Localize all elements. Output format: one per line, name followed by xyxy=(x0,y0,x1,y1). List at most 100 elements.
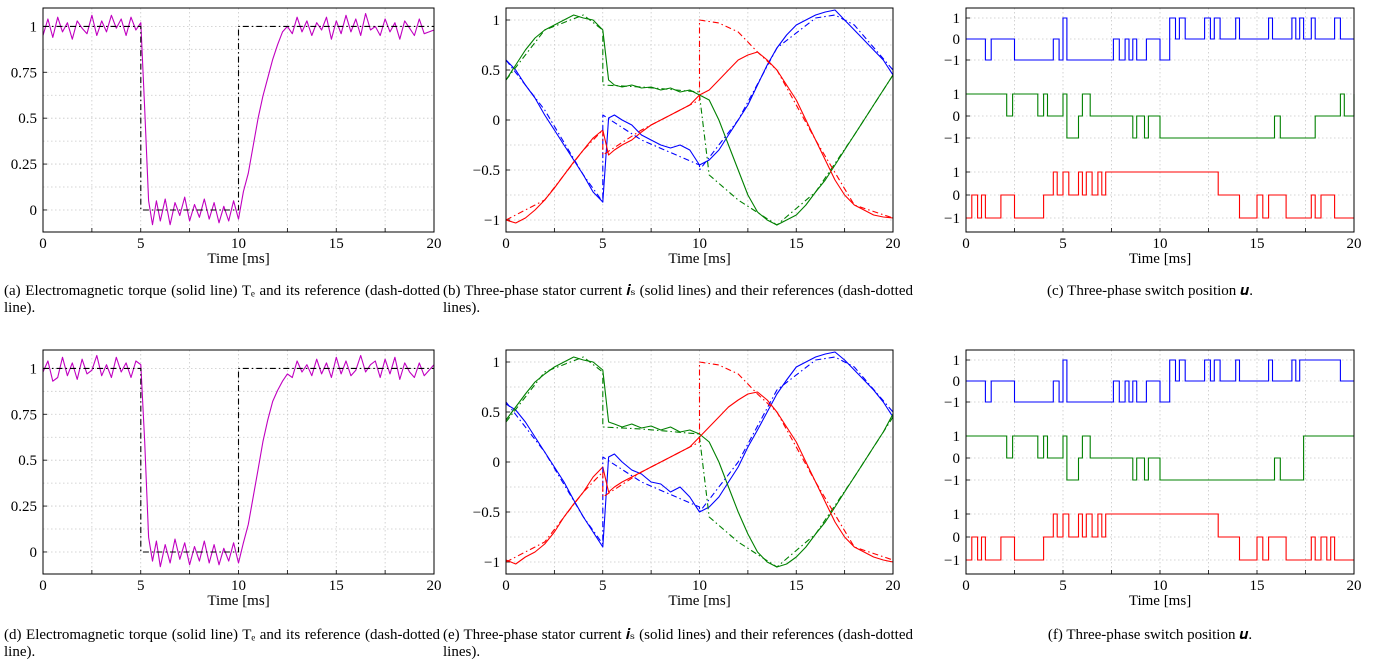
x-tick-label: 10 xyxy=(692,578,707,594)
y-tick-label: 0 xyxy=(953,451,961,467)
switch-series xyxy=(966,93,1355,139)
caption-a-label: (a) xyxy=(4,283,21,299)
y-tick-label: 1 xyxy=(953,165,961,181)
series-line xyxy=(505,51,894,224)
caption-e: (e) Three-phase stator current 𝒊ₛ (solid… xyxy=(443,627,913,661)
y-tick-label: 1 xyxy=(953,87,961,103)
x-tick-label: 0 xyxy=(502,236,510,252)
y-tick-label: 1 xyxy=(493,13,501,29)
reference-line xyxy=(505,19,894,221)
y-tick-label: 1 xyxy=(30,361,38,377)
y-tick-label: −0.5 xyxy=(473,163,500,179)
caption-b: (b) Three-phase stator current 𝒊ₛ (solid… xyxy=(443,283,913,317)
x-tick-label: 15 xyxy=(329,578,344,594)
x-tick-label: 5 xyxy=(137,578,145,594)
series-line xyxy=(42,12,435,226)
chart-a: 0 5 10 15 20 Time [ms] 0 0.25 0.5 0.75 1 xyxy=(11,7,442,267)
y-tick-label: 0.5 xyxy=(481,405,500,421)
x-axis-label: Time [ms] xyxy=(668,251,730,267)
y-tick-label: 1 xyxy=(953,353,961,369)
y-tick-label: 1 xyxy=(30,19,38,35)
x-tick-label: 20 xyxy=(427,578,442,594)
x-tick-label: 20 xyxy=(427,236,442,252)
caption-c-label: (c) xyxy=(1047,283,1064,299)
switch-series xyxy=(966,513,1354,561)
plot-frame xyxy=(505,349,894,575)
x-tick-label: 20 xyxy=(886,236,901,252)
chart-e: 0 5 10 15 20 Time [ms] −1 −0.5 0 0.5 1 xyxy=(473,349,901,609)
y-tick-label: 0 xyxy=(30,545,38,561)
y-tick-label: 0.75 xyxy=(11,407,37,423)
y-tick-label: 0 xyxy=(953,32,961,48)
y-tick-label: 0 xyxy=(493,455,501,471)
x-axis-label: Time [ms] xyxy=(207,593,269,609)
y-tick-label: 0.5 xyxy=(18,111,37,127)
x-tick-label: 5 xyxy=(137,236,145,252)
y-tick-label: 0.75 xyxy=(11,65,37,81)
caption-a-text: Electromagnetic torque (solid line) Tₑ a… xyxy=(4,283,440,316)
y-tick-label: 0 xyxy=(953,109,961,125)
plot-frame xyxy=(965,7,1355,233)
chart-d: 0 5 10 15 20 Time [ms] 0 0.25 0.5 0.75 1 xyxy=(11,349,442,609)
x-tick-label: 15 xyxy=(329,236,344,252)
y-tick-label: 1 xyxy=(953,11,961,27)
y-tick-label: 0 xyxy=(493,113,501,129)
series-line xyxy=(505,14,894,226)
caption-e-label: (e) xyxy=(443,627,460,643)
y-tick-label: 1 xyxy=(953,507,961,523)
series-line xyxy=(505,351,894,548)
x-tick-label: 5 xyxy=(1059,578,1067,594)
y-tick-label: 1 xyxy=(953,429,961,445)
x-tick-label: 0 xyxy=(502,578,510,594)
x-tick-label: 20 xyxy=(1347,236,1362,252)
x-tick-label: 0 xyxy=(962,236,970,252)
caption-e-text: Three-phase stator current 𝒊ₛ (solid lin… xyxy=(443,627,913,660)
x-tick-label: 10 xyxy=(692,236,707,252)
plot-frame xyxy=(965,349,1355,575)
y-tick-label: −1 xyxy=(944,131,960,147)
y-tick-label: 0.25 xyxy=(11,157,37,173)
y-tick-label: 0 xyxy=(953,374,961,390)
switch-series xyxy=(966,171,1354,219)
reference-line xyxy=(505,14,894,226)
y-tick-label: 0.25 xyxy=(11,499,37,515)
y-tick-label: 0 xyxy=(30,203,38,219)
caption-f-label: (f) xyxy=(1047,627,1063,643)
plot-frame xyxy=(42,7,435,233)
x-tick-label: 10 xyxy=(1153,236,1168,252)
x-axis-label: Time [ms] xyxy=(207,251,269,267)
x-axis-label: Time [ms] xyxy=(1129,593,1191,609)
switch-series xyxy=(966,435,1354,481)
caption-f-text: Three-phase switch position 𝒖. xyxy=(1066,627,1253,643)
plot-frame xyxy=(505,7,894,233)
series-line xyxy=(505,9,894,203)
reference-line xyxy=(43,25,434,211)
x-tick-label: 10 xyxy=(231,236,246,252)
x-tick-label: 15 xyxy=(1250,578,1265,594)
switch-series xyxy=(966,17,1354,61)
x-tick-label: 15 xyxy=(1250,236,1265,252)
y-tick-label: 0.5 xyxy=(481,63,500,79)
y-tick-label: −1 xyxy=(484,555,500,571)
x-tick-label: 5 xyxy=(599,236,607,252)
x-axis-label: Time [ms] xyxy=(1129,251,1191,267)
y-tick-label: 1 xyxy=(493,355,501,371)
x-tick-label: 5 xyxy=(599,578,607,594)
y-tick-label: −1 xyxy=(944,53,960,69)
reference-line xyxy=(505,356,894,568)
reference-line xyxy=(505,14,894,203)
x-tick-label: 0 xyxy=(39,236,47,252)
series-line xyxy=(505,391,894,565)
y-tick-label: −1 xyxy=(944,553,960,569)
y-tick-label: 0 xyxy=(953,530,961,546)
y-tick-label: −1 xyxy=(944,473,960,489)
caption-c-text: Three-phase switch position 𝒖. xyxy=(1067,283,1253,299)
y-tick-label: −1 xyxy=(944,211,960,227)
y-tick-label: −1 xyxy=(484,213,500,229)
caption-d-text: Electromagnetic torque (solid line) Tₑ a… xyxy=(4,627,440,660)
x-axis-label: Time [ms] xyxy=(668,593,730,609)
y-tick-label: −1 xyxy=(944,395,960,411)
